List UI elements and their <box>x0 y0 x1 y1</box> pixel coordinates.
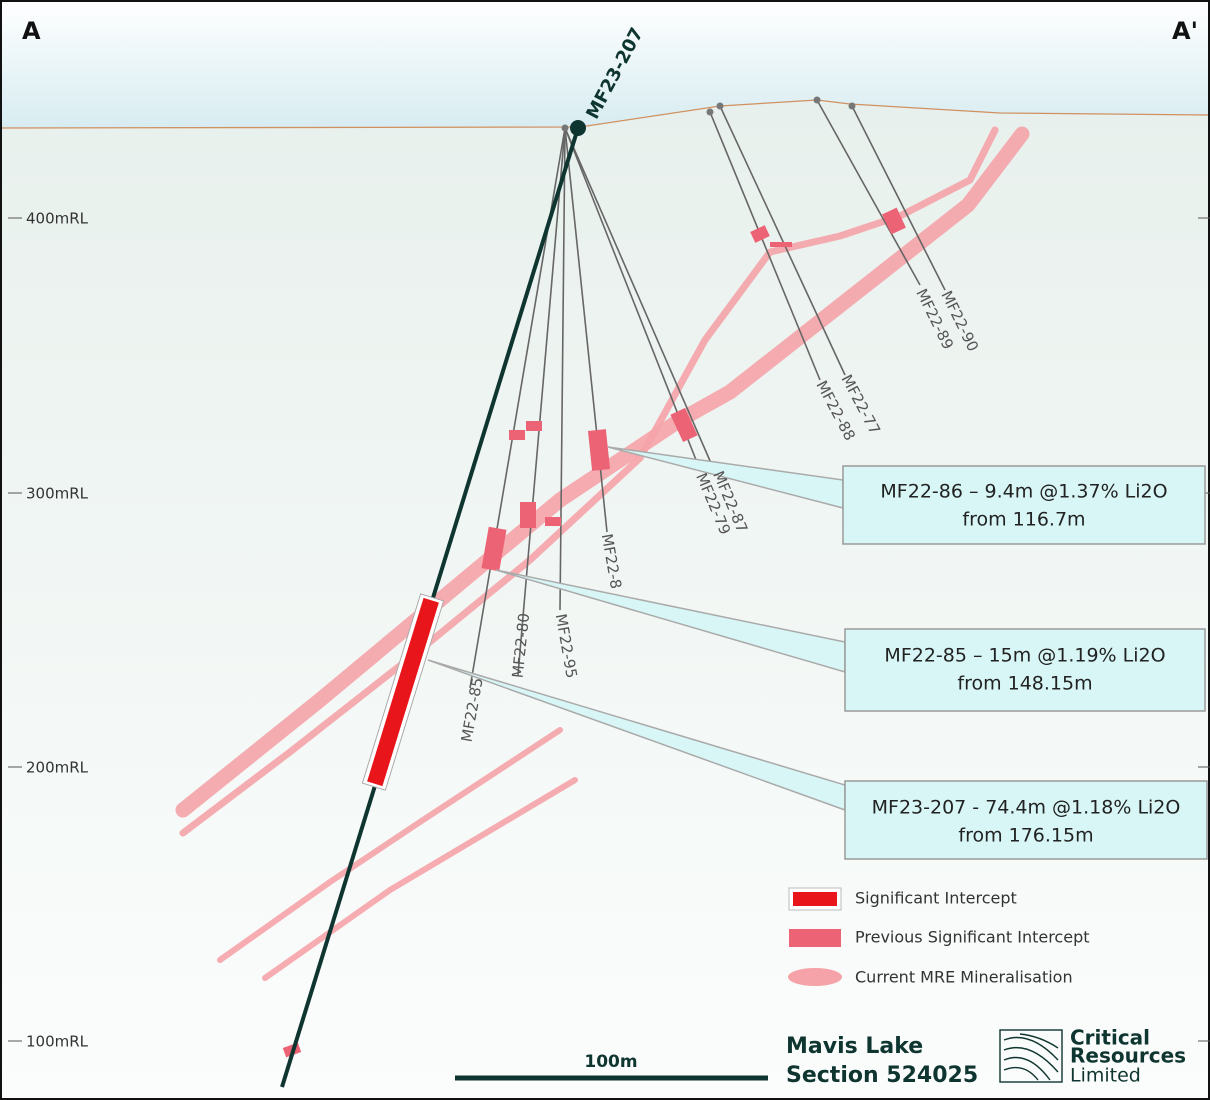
main-collar <box>570 120 586 136</box>
logo-mark <box>999 1029 1063 1083</box>
logo-text: Limited <box>1070 1065 1141 1087</box>
elevation-label: 100mRL <box>26 1033 89 1051</box>
logo-text: Critical <box>1070 1026 1150 1050</box>
legend-swatch <box>789 929 841 947</box>
legend-label: Previous Significant Intercept <box>855 928 1090 947</box>
section-end: A <box>22 17 41 45</box>
significant-intercept <box>361 593 445 791</box>
legend-label: Significant Intercept <box>855 889 1017 908</box>
callout-text: MF22-85 – 15m @1.19% Li2O <box>884 645 1165 667</box>
callout-box <box>842 465 1206 545</box>
title: Section 524025 <box>786 1063 978 1088</box>
title: Mavis Lake <box>786 1034 923 1059</box>
callout-text: from 176.15m <box>958 825 1093 847</box>
elevation-label: 400mRL <box>26 210 89 228</box>
callout-text: from 116.7m <box>962 509 1085 531</box>
section-end: A' <box>1172 17 1198 45</box>
logo-text: Resources <box>1070 1044 1186 1068</box>
legend-swatch <box>793 892 837 906</box>
callout-text: MF22-86 – 9.4m @1.37% Li2O <box>880 481 1167 503</box>
legend-label: Current MRE Mineralisation <box>855 968 1073 987</box>
callout-box <box>844 780 1208 860</box>
sky <box>0 0 1210 128</box>
elevation-label: 300mRL <box>26 485 89 503</box>
callout-text: from 148.15m <box>957 673 1092 695</box>
callout-text: MF23-207 - 74.4m @1.18% Li2O <box>872 797 1181 819</box>
scale-label: 100m <box>584 1052 637 1072</box>
callout-box <box>844 628 1206 712</box>
elevation-label: 200mRL <box>26 759 89 777</box>
legend-swatch <box>788 968 842 986</box>
